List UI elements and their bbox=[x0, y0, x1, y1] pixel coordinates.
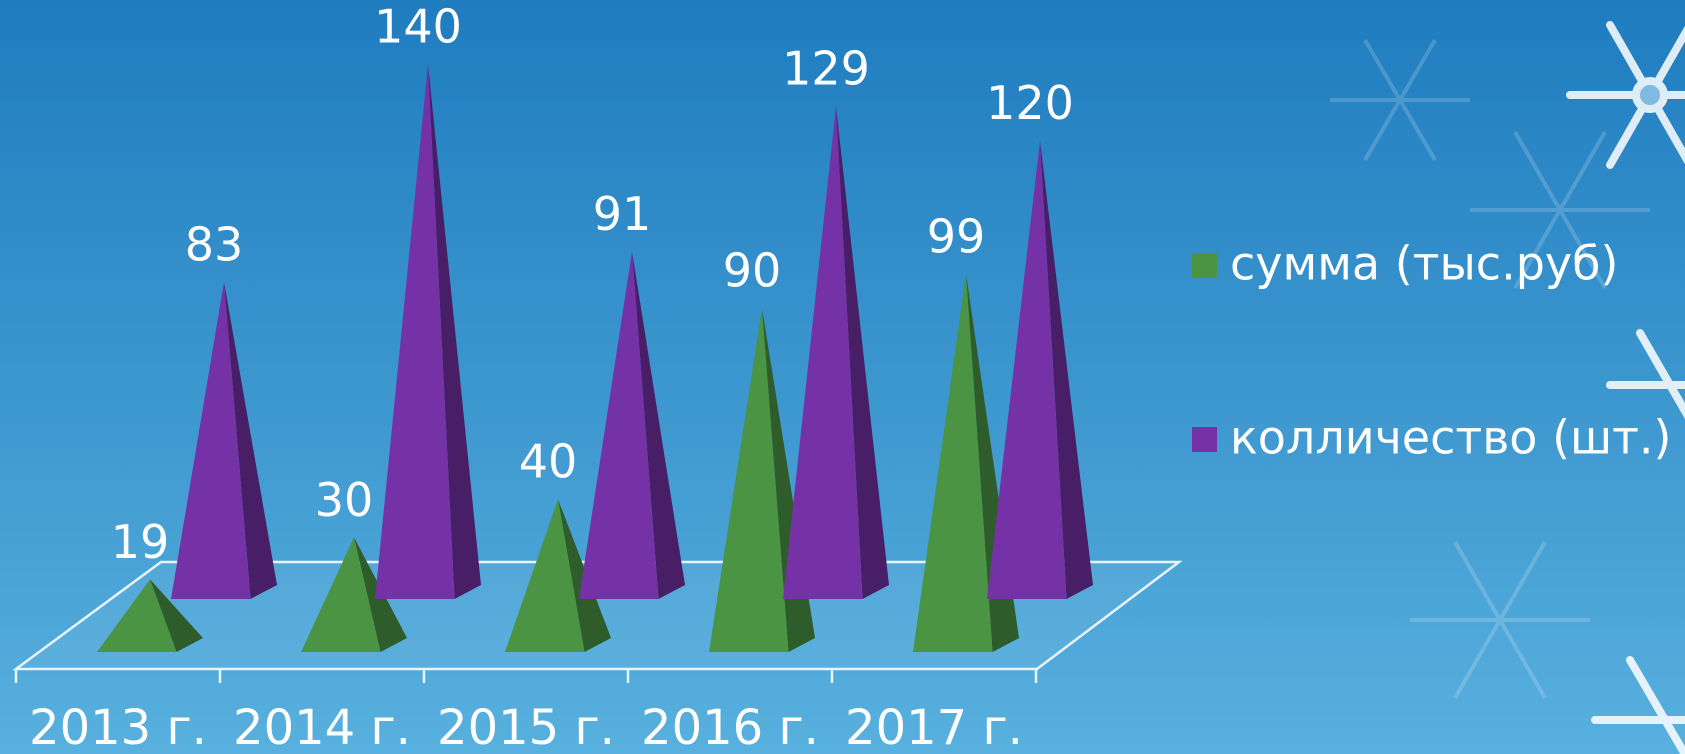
data-label: 90 bbox=[723, 244, 782, 298]
data-label: 129 bbox=[782, 42, 870, 96]
pyramid-side bbox=[150, 579, 203, 652]
pyramid-side bbox=[428, 64, 481, 599]
pyramid-front bbox=[301, 537, 381, 652]
data-label: 83 bbox=[185, 217, 244, 271]
x-tick-label: 2017 г. bbox=[845, 700, 1023, 754]
x-tick-label: 2013 г. bbox=[29, 700, 207, 754]
data-label: 91 bbox=[593, 187, 652, 241]
pyramid-front bbox=[505, 499, 585, 652]
data-label: 120 bbox=[986, 76, 1074, 130]
data-label: 99 bbox=[927, 209, 986, 263]
legend-label: сумма (тыс.руб) bbox=[1230, 237, 1618, 291]
snowflake-faint bbox=[1330, 38, 1650, 699]
legend-swatch bbox=[1192, 427, 1217, 452]
x-tick-label: 2015 г. bbox=[437, 700, 615, 754]
pyramid-front bbox=[579, 251, 659, 599]
pyramid-front bbox=[987, 140, 1067, 599]
pyramid-front bbox=[375, 64, 455, 599]
pyramid-front bbox=[709, 308, 789, 652]
pyramid-side bbox=[632, 251, 685, 599]
data-label: 19 bbox=[111, 515, 170, 569]
snowflake-decoration bbox=[1566, 21, 1685, 754]
legend-label: колличество (шт.) bbox=[1230, 411, 1671, 465]
data-label: 30 bbox=[315, 473, 374, 527]
pyramid-side bbox=[1040, 140, 1093, 599]
legend-swatch bbox=[1192, 253, 1217, 278]
data-label: 40 bbox=[519, 435, 578, 489]
pyramid-front bbox=[783, 106, 863, 599]
x-tick-label: 2014 г. bbox=[233, 700, 411, 754]
x-tick-label: 2016 г. bbox=[641, 700, 819, 754]
pyramid-front bbox=[913, 273, 993, 652]
pyramid-front bbox=[97, 579, 177, 652]
data-label: 140 bbox=[374, 0, 462, 54]
pyramid-side bbox=[836, 106, 889, 599]
pyramid-side bbox=[224, 281, 277, 599]
pyramid-front bbox=[171, 281, 251, 599]
